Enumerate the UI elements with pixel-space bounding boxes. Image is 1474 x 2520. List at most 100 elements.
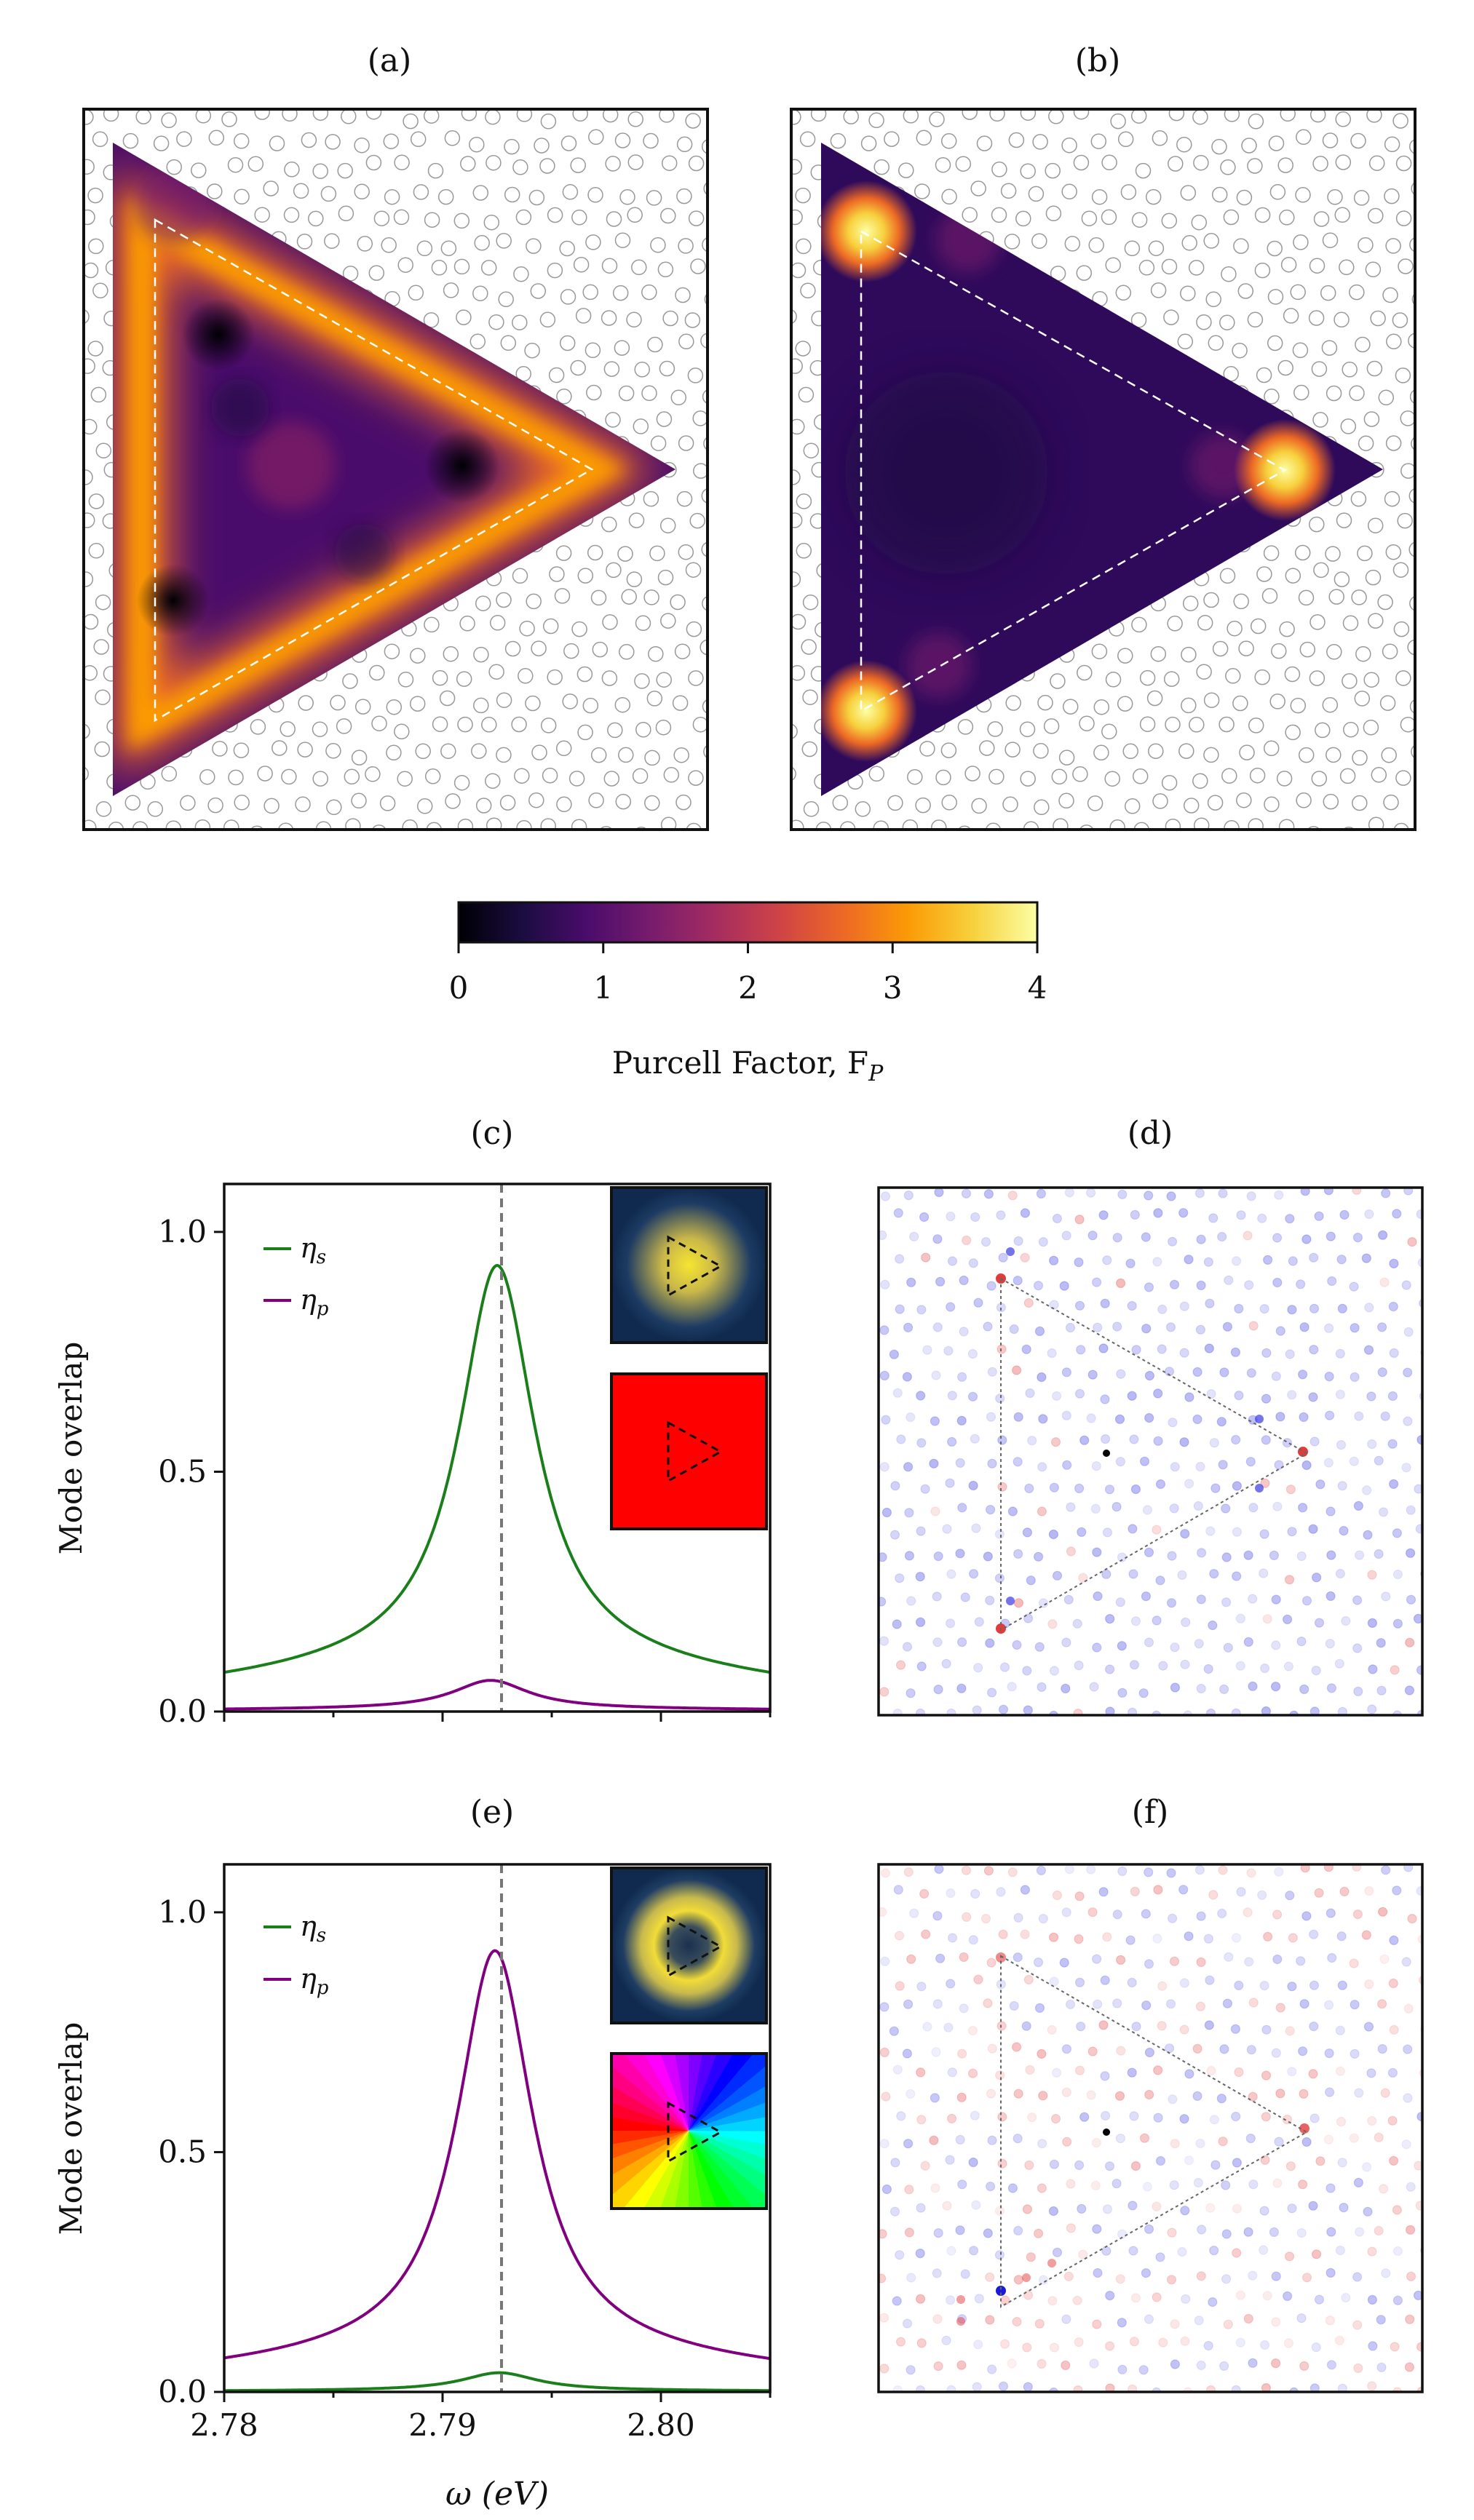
mode-weight-dot — [1221, 2229, 1232, 2239]
mode-weight-dot — [1261, 2382, 1271, 2392]
lattice-hole — [365, 109, 382, 120]
lattice-hole — [1145, 188, 1162, 205]
lattice-hole — [1444, 342, 1459, 357]
lattice-hole — [1294, 544, 1311, 561]
mode-weight-dot — [1354, 1550, 1365, 1560]
corner-weight-dot — [1299, 2123, 1309, 2134]
mode-weight-dot — [1311, 1573, 1322, 1583]
lattice-hole — [1167, 616, 1183, 632]
mode-weight-dot — [879, 2364, 889, 2374]
mode-weight-dot — [1063, 1594, 1074, 1605]
lattice-hole — [540, 718, 557, 734]
lattice-hole — [935, 156, 951, 173]
lattice-hole — [641, 284, 657, 301]
mode-weight-dot — [1272, 2178, 1283, 2188]
lattice-hole — [514, 768, 530, 784]
mode-weight-dot — [1092, 1730, 1101, 1739]
lattice-hole — [1280, 256, 1297, 273]
mode-weight-dot — [906, 1412, 916, 1423]
lattice-hole — [676, 136, 693, 153]
mode-weight-dot — [956, 1683, 967, 1693]
lattice-hole — [1429, 666, 1443, 680]
mode-weight-dot — [946, 1708, 956, 1715]
mode-weight-dot — [1446, 1343, 1455, 1352]
mode-weight-dot — [906, 1688, 916, 1698]
lattice-hole — [1122, 743, 1138, 760]
ylabel-c: Mode overlap — [53, 1342, 89, 1555]
mode-weight-dot — [893, 1208, 903, 1218]
lattice-hole — [1120, 184, 1137, 200]
lattice-hole — [716, 571, 730, 585]
mode-weight-dot — [1299, 2088, 1309, 2099]
mode-weight-dot — [1376, 2362, 1387, 2372]
mode-weight-dot — [1259, 2340, 1270, 2350]
mode-weight-dot — [1230, 1347, 1241, 1357]
mode-weight-dot — [1374, 2132, 1384, 2142]
mode-weight-dot — [1234, 1390, 1244, 1401]
mode-weight-dot — [1196, 1548, 1207, 1558]
lattice-hole — [693, 463, 708, 479]
mode-weight-dot — [929, 2135, 939, 2145]
mode-weight-dot — [916, 1526, 926, 1536]
mode-weight-dot — [1379, 2409, 1388, 2418]
lattice-hole — [1203, 692, 1220, 708]
lattice-hole — [1371, 767, 1387, 783]
lattice-hole — [617, 546, 633, 562]
mode-weight-dot — [879, 1325, 889, 1335]
phase-sector — [689, 2054, 766, 2131]
lattice-hole — [720, 621, 734, 635]
lattice-hole — [873, 159, 889, 175]
mode-weight-dot — [1350, 1323, 1360, 1333]
lattice-hole — [1438, 745, 1452, 760]
mode-weight-dot — [1194, 2410, 1203, 2419]
mode-weight-dot — [1036, 1188, 1047, 1199]
lattice-hole — [208, 130, 225, 146]
lattice-hole — [1221, 266, 1237, 282]
mode-weight-dot — [1208, 1620, 1218, 1631]
mode-weight-dot — [1144, 1191, 1154, 1201]
lattice-hole — [704, 293, 708, 306]
mode-weight-dot — [931, 1370, 941, 1380]
mode-weight-dot — [1098, 1343, 1109, 1354]
lattice-hole — [443, 645, 459, 662]
lattice-hole — [1395, 770, 1411, 786]
mode-weight-dot — [1389, 1348, 1399, 1359]
lattice-hole — [1334, 311, 1350, 328]
mode-weight-dot — [1287, 2203, 1297, 2214]
mode-weight-dot — [1166, 2410, 1175, 2419]
mode-weight-dot — [1352, 1188, 1362, 1195]
phase-sector — [689, 2131, 717, 2209]
lattice-hole — [1424, 113, 1438, 127]
mode-weight-dot — [985, 1638, 995, 1648]
lattice-hole — [326, 799, 342, 816]
lattice-hole — [791, 819, 804, 830]
lattice-hole — [915, 797, 931, 814]
mode-weight-dot — [1034, 2318, 1045, 2329]
lattice-hole — [1407, 639, 1415, 656]
mode-weight-dot — [1085, 1864, 1096, 1875]
lattice-hole — [539, 158, 555, 174]
lattice-hole — [563, 643, 579, 659]
lattice-hole — [486, 817, 502, 830]
lattice-hole — [987, 721, 1003, 737]
mode-weight-dot — [1204, 2020, 1214, 2030]
lattice-hole — [501, 844, 515, 859]
mode-weight-dot — [1061, 1637, 1071, 1647]
lattice-hole — [512, 159, 528, 175]
mode-weight-dot — [1392, 1885, 1402, 1896]
mode-weight-dot — [1243, 1550, 1253, 1560]
lattice-hole — [1283, 308, 1299, 324]
lattice-hole — [457, 818, 474, 830]
mode-weight-dot — [1272, 1501, 1283, 1511]
lattice-hole — [1233, 238, 1249, 254]
mode-weight-dot — [1168, 2094, 1178, 2104]
lattice-hole — [1408, 138, 1415, 154]
mode-weight-dot — [1033, 1280, 1044, 1291]
mode-weight-dot — [959, 1952, 969, 1963]
svg-text:ηp: ηp — [300, 1963, 329, 1999]
lattice-hole — [571, 621, 587, 637]
mode-weight-dot — [1007, 2183, 1018, 2193]
mode-weight-dot — [1324, 1371, 1334, 1382]
mode-weight-dot — [1232, 2248, 1242, 2258]
lattice-hole — [88, 543, 105, 559]
